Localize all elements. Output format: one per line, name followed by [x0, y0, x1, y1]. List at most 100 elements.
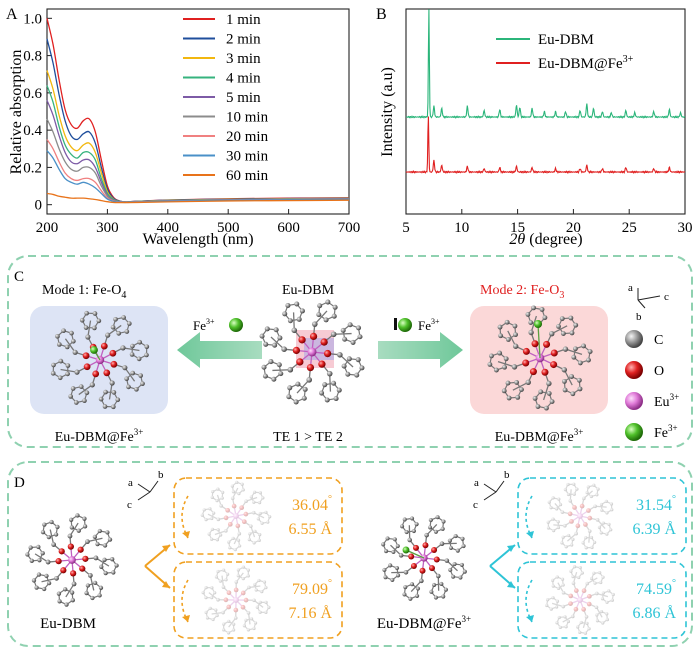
arrow-left: [177, 332, 262, 368]
legend-atom: [625, 330, 643, 348]
centroid-distance: 6.39 Å: [632, 520, 676, 538]
x-axis-label-a: Wavelength (nm): [142, 231, 253, 248]
plot-frame-b: [405, 8, 686, 215]
dihedral-box: 31.54° 6.39 Å: [517, 477, 687, 555]
centroid-distance: 7.16 Å: [288, 604, 332, 622]
axes-triad-d-right: a b c: [473, 469, 510, 511]
ticks-b: 5 10 15 20 25 30: [402, 209, 693, 236]
legend-atom: [625, 361, 643, 379]
legend-label-a: 60 min: [226, 168, 269, 184]
legend-atom: [625, 423, 643, 441]
plot-frame-a: [46, 8, 350, 215]
panel-d-dihedral-angles: D Eu-DBM a b c 36.04°6.55 Å79.09°7.16 Å3…: [7, 461, 693, 647]
panel-c-binding-modes: C Mode 1: Fe-O4 Eu-DBM@Fe3+ Eu-DBM TE 1 …: [7, 255, 693, 448]
series-lines-b: [405, 9, 686, 175]
legend-b: Eu-DBM Eu-DBM@Fe3+: [496, 32, 634, 72]
y-tick-a: 0.6: [23, 86, 42, 102]
mode2-caption: Eu-DBM@Fe3+: [495, 427, 584, 445]
highlight-inner: [304, 338, 334, 360]
svg-text:a: a: [474, 477, 479, 489]
dihedral-angle: 74.59°: [636, 578, 676, 598]
fe-ion-left: [229, 318, 243, 332]
dihedral-angle: 31.54°: [636, 494, 676, 514]
series-line-a: [46, 38, 350, 203]
legend-label-a: 1 min: [226, 12, 261, 28]
svg-text:c: c: [473, 499, 478, 511]
legend-atom-label: C: [654, 333, 663, 348]
panel-label-d: D: [14, 475, 25, 491]
panel-a-uv-vis-chart: A 200 300 400 500 600 700 0 0.2 0.4 0.6 0.8 1.0 1 m…: [6, 6, 360, 248]
centroid-distance: 6.86 Å: [632, 604, 676, 622]
legend-atom: [625, 392, 643, 410]
legend-label-b: Eu-DBM@Fe3+: [538, 54, 634, 72]
center-title: Eu-DBM: [282, 283, 335, 298]
x-tick-b: 30: [678, 220, 693, 236]
molecule-mode1: [50, 310, 150, 410]
legend-label-a: 4 min: [226, 71, 261, 87]
dihedral-box: 74.59° 6.86 Å: [517, 561, 687, 639]
x-tick-a: 200: [36, 220, 59, 236]
legend-label-a: 30 min: [226, 149, 269, 165]
legend-label-a: 3 min: [226, 51, 261, 67]
x-tick-b: 15: [510, 220, 525, 236]
molecule-eu-dbm: [259, 299, 365, 405]
series-line-a: [46, 139, 350, 203]
x-tick-a: 500: [217, 220, 240, 236]
y-tick-a: 0.2: [23, 160, 42, 176]
svg-text:c: c: [664, 291, 669, 303]
series-line-a: [46, 85, 350, 203]
panel-d-border: [7, 461, 693, 647]
legend-label-a: 20 min: [226, 129, 269, 145]
x-tick-a: 700: [338, 220, 361, 236]
series-line-a: [46, 192, 350, 204]
legend-label-a: 5 min: [226, 90, 261, 106]
legend-atom-label: Eu3+: [654, 392, 679, 410]
element-legend: C O Eu3+ Fe3+: [625, 330, 679, 441]
panel-label-c: C: [14, 269, 24, 285]
fe-ion-right: [398, 318, 412, 332]
molecule-d-eu-dbm: [25, 513, 119, 607]
mode2-label: Mode 2: Fe-O3: [480, 283, 564, 301]
x-tick-a: 600: [277, 220, 300, 236]
legend-label-a: 10 min: [226, 110, 269, 126]
legend-a: 1 min 2 min 3 min 4 min 5 min 10 min 20 min 30 …: [183, 12, 269, 184]
legend-atom-label: O: [654, 364, 664, 379]
mode1-label: Mode 1: Fe-O4: [42, 283, 126, 301]
svg-text:a: a: [128, 477, 133, 489]
series-line-b: [405, 116, 686, 175]
d-right-caption: Eu-DBM@Fe3+: [377, 614, 471, 632]
x-tick-a: 400: [157, 220, 180, 236]
y-tick-a: 0: [35, 198, 43, 214]
ticks-a: 200 300 400 500 600 700 0 0.2 0.4 0.6 0.8 1.0: [23, 11, 360, 236]
molecule-d-eu-dbm-fe: [381, 515, 467, 601]
svg-text:c: c: [127, 499, 132, 511]
axes-triad-d-left: a b c: [127, 469, 164, 511]
y-tick-a: 1.0: [23, 11, 42, 27]
y-axis-label-a: Relative absorption: [8, 50, 25, 175]
d-left-caption: Eu-DBM: [40, 616, 96, 632]
axes-triad-c: a c b: [628, 282, 669, 323]
panel-label-a: A: [6, 6, 18, 23]
centroid-distance: 6.55 Å: [288, 520, 332, 538]
svg-text:b: b: [504, 469, 510, 481]
te-label: TE 1 > TE 2: [273, 430, 343, 445]
y-tick-a: 0.4: [23, 123, 42, 139]
series-line-a: [46, 118, 350, 203]
legend-atom-label: Fe3+: [654, 423, 678, 441]
series-lines-a: [46, 18, 350, 204]
dihedral-boxes: 36.04° 6.55 Å 79.09° 7.16 Å 31.54° 6.39 Å 74.5…: [173, 477, 687, 639]
svg-text:b: b: [158, 469, 164, 481]
panel-label-b: B: [376, 6, 387, 23]
dihedral-angle: 36.04°: [292, 494, 332, 514]
x-tick-a: 300: [96, 220, 119, 236]
x-axis-label-b: 2θ (degree): [509, 231, 582, 248]
series-line-a: [46, 150, 350, 204]
dihedral-box: 36.04° 6.55 Å: [173, 477, 343, 555]
legend-label-a: 2 min: [226, 32, 261, 48]
arrow-right: [378, 332, 463, 368]
svg-text:b: b: [636, 311, 642, 323]
legend-label-b: Eu-DBM: [538, 32, 594, 48]
x-tick-b: 20: [566, 220, 581, 236]
panel-b-xrd-chart: B 5 10 15 20 25 30 Eu-DBM Eu-DBM@Fe3+ 2θ (degre…: [376, 6, 693, 248]
